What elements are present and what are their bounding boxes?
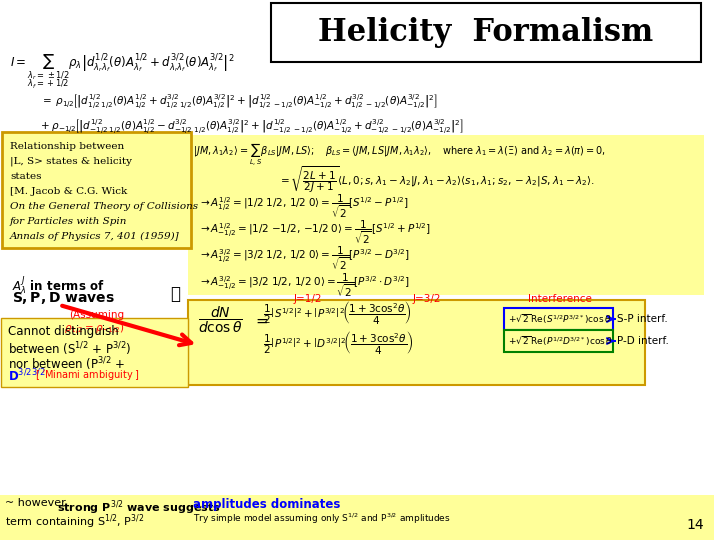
Text: J=1/2: J=1/2 [293, 294, 322, 304]
Text: $+\sqrt{2}\,\text{Re}(P^{1/2}D^{3/2*})\cos\theta$: $+\sqrt{2}\,\text{Re}(P^{1/2}D^{3/2*})\c… [508, 334, 613, 348]
Text: $\rho_{1/2}=\rho_{-1/2})$: $\rho_{1/2}=\rho_{-1/2})$ [65, 322, 125, 337]
Text: On the General Theory of Collisions: On the General Theory of Collisions [10, 202, 198, 211]
Text: P-D interf.: P-D interf. [617, 336, 669, 346]
Text: ~ however: ~ however [5, 498, 69, 508]
Text: 14: 14 [686, 518, 704, 532]
Text: $I = \sum_{\substack{\lambda_r=\pm1/2 \\ \lambda_f=+1/2}} \rho_\lambda \left| d^: $I = \sum_{\substack{\lambda_r=\pm1/2 \\… [10, 52, 235, 92]
Text: $\mathbf{S, P, D}$ waves: $\mathbf{S, P, D}$ waves [12, 290, 114, 306]
FancyBboxPatch shape [189, 135, 704, 295]
Text: $\to A^{3/2}_{1/2} = |3/2\;1/2,\,1/2\;0\rangle = \dfrac{1}{\sqrt{2}}\left[P^{3/2: $\to A^{3/2}_{1/2} = |3/2\;1/2,\,1/2\;0\… [198, 244, 410, 272]
Text: 👉: 👉 [171, 285, 181, 303]
Text: nor between (P$^{3/2}$ +: nor between (P$^{3/2}$ + [8, 355, 125, 373]
Text: between (S$^{1/2}$ + P$^{3/2}$): between (S$^{1/2}$ + P$^{3/2}$) [8, 340, 132, 357]
Text: J=3/2: J=3/2 [413, 294, 441, 304]
Text: $\to A^{1/2}_{-1/2} = |1/2\;{-1/2},\,{-1/2}\;0\rangle = \dfrac{1}{\sqrt{2}}\left: $\to A^{1/2}_{-1/2} = |1/2\;{-1/2},\,{-1… [198, 218, 431, 246]
Text: strong P$^{3/2}$ wave suggests: strong P$^{3/2}$ wave suggests [57, 498, 221, 517]
Text: $= \sqrt{\dfrac{2L+1}{2J+1}}\langle L,0;s,\lambda_1-\lambda_2|J,\lambda_1-\lambd: $= \sqrt{\dfrac{2L+1}{2J+1}}\langle L,0;… [278, 165, 595, 196]
Text: $\to A^{1/2}_{1/2} = |1/2\;1/2,\,1/2\;0\rangle = \dfrac{1}{\sqrt{2}}\left[S^{1/2: $\to A^{1/2}_{1/2} = |1/2\;1/2,\,1/2\;0\… [198, 192, 409, 220]
Text: $\to A^{3/2}_{-1/2} = |3/2\;1/2,\,1/2\;0\rangle = \dfrac{1}{\sqrt{2}}\left[P^{3/: $\to A^{3/2}_{-1/2} = |3/2\;1/2,\,1/2\;0… [198, 271, 410, 299]
FancyBboxPatch shape [504, 330, 613, 352]
Text: (Assuming: (Assuming [69, 310, 125, 320]
FancyBboxPatch shape [504, 308, 613, 330]
Text: Helicity  Formalism: Helicity Formalism [318, 17, 654, 49]
FancyBboxPatch shape [189, 300, 644, 385]
Text: $=$: $=$ [253, 313, 269, 327]
Text: for Particles with Spin: for Particles with Spin [10, 217, 127, 226]
Text: |L, S> states & helicity: |L, S> states & helicity [10, 157, 132, 166]
Text: Annals of Physics 7, 401 (1959)]: Annals of Physics 7, 401 (1959)] [10, 232, 179, 241]
Text: amplitudes dominates: amplitudes dominates [194, 498, 341, 511]
Text: $|JM,\lambda_1\lambda_2\rangle = \sum_{L,S}\beta_{LS}|JM,LS\rangle;\quad \beta_{: $|JM,\lambda_1\lambda_2\rangle = \sum_{L… [194, 141, 606, 168]
Text: $\boldsymbol{A^J_\lambda}$ in terms of: $\boldsymbol{A^J_\lambda}$ in terms of [12, 275, 104, 296]
Text: $+\sqrt{2}\,\text{Re}(S^{1/2}P^{3/2*})\cos\theta$: $+\sqrt{2}\,\text{Re}(S^{1/2}P^{3/2*})\c… [508, 312, 611, 326]
Text: $\dfrac{1}{2}\left|S^{1/2}\right|^2 + \left|P^{3/2}\right|^2\!\left(\dfrac{1+3\c: $\dfrac{1}{2}\left|S^{1/2}\right|^2 + \l… [263, 299, 412, 326]
Text: [ $^{\prime}$Minami ambiguity ]: [ $^{\prime}$Minami ambiguity ] [35, 368, 140, 382]
FancyBboxPatch shape [0, 495, 714, 540]
Text: states: states [10, 172, 42, 181]
Text: S-P interf.: S-P interf. [617, 314, 667, 324]
Text: $+\;\rho_{-1/2}\!\left[\left| d^{1/2}_{-1/2\;1/2}(\theta)A^{1/2}_{1/2} - d^{3/2}: $+\;\rho_{-1/2}\!\left[\left| d^{1/2}_{-… [40, 118, 464, 136]
Text: Interference: Interference [528, 294, 593, 304]
Text: Relationship between: Relationship between [10, 142, 124, 151]
FancyBboxPatch shape [2, 132, 192, 248]
FancyBboxPatch shape [1, 318, 189, 387]
Text: [M. Jacob & C.G. Wick: [M. Jacob & C.G. Wick [10, 187, 127, 196]
Text: $\dfrac{dN}{d\cos\theta}$: $\dfrac{dN}{d\cos\theta}$ [198, 305, 243, 335]
Text: D$^{3/2}$$^{3/2}$: D$^{3/2}$$^{3/2}$ [8, 368, 45, 384]
FancyBboxPatch shape [271, 3, 701, 62]
Text: Try simple model assuming only S$^{1/2}$ and P$^{3/2}$ amplitudes: Try simple model assuming only S$^{1/2}$… [194, 512, 451, 526]
Text: Cannot distinguish: Cannot distinguish [8, 325, 119, 338]
Text: $\dfrac{1}{2}\left|P^{1/2}\right|^2 + \left|D^{3/2}\right|^2\!\left(\dfrac{1+3\c: $\dfrac{1}{2}\left|P^{1/2}\right|^2 + \l… [263, 328, 413, 355]
Text: $= \;\rho_{1/2}\!\left[\left| d^{1/2}_{1/2\;1/2}(\theta)A^{1/2}_{1/2} + d^{3/2}_: $= \;\rho_{1/2}\!\left[\left| d^{1/2}_{1… [40, 93, 438, 111]
Text: term containing S$^{1/2}$, P$^{3/2}$: term containing S$^{1/2}$, P$^{3/2}$ [5, 512, 144, 531]
FancyArrowPatch shape [62, 306, 192, 345]
